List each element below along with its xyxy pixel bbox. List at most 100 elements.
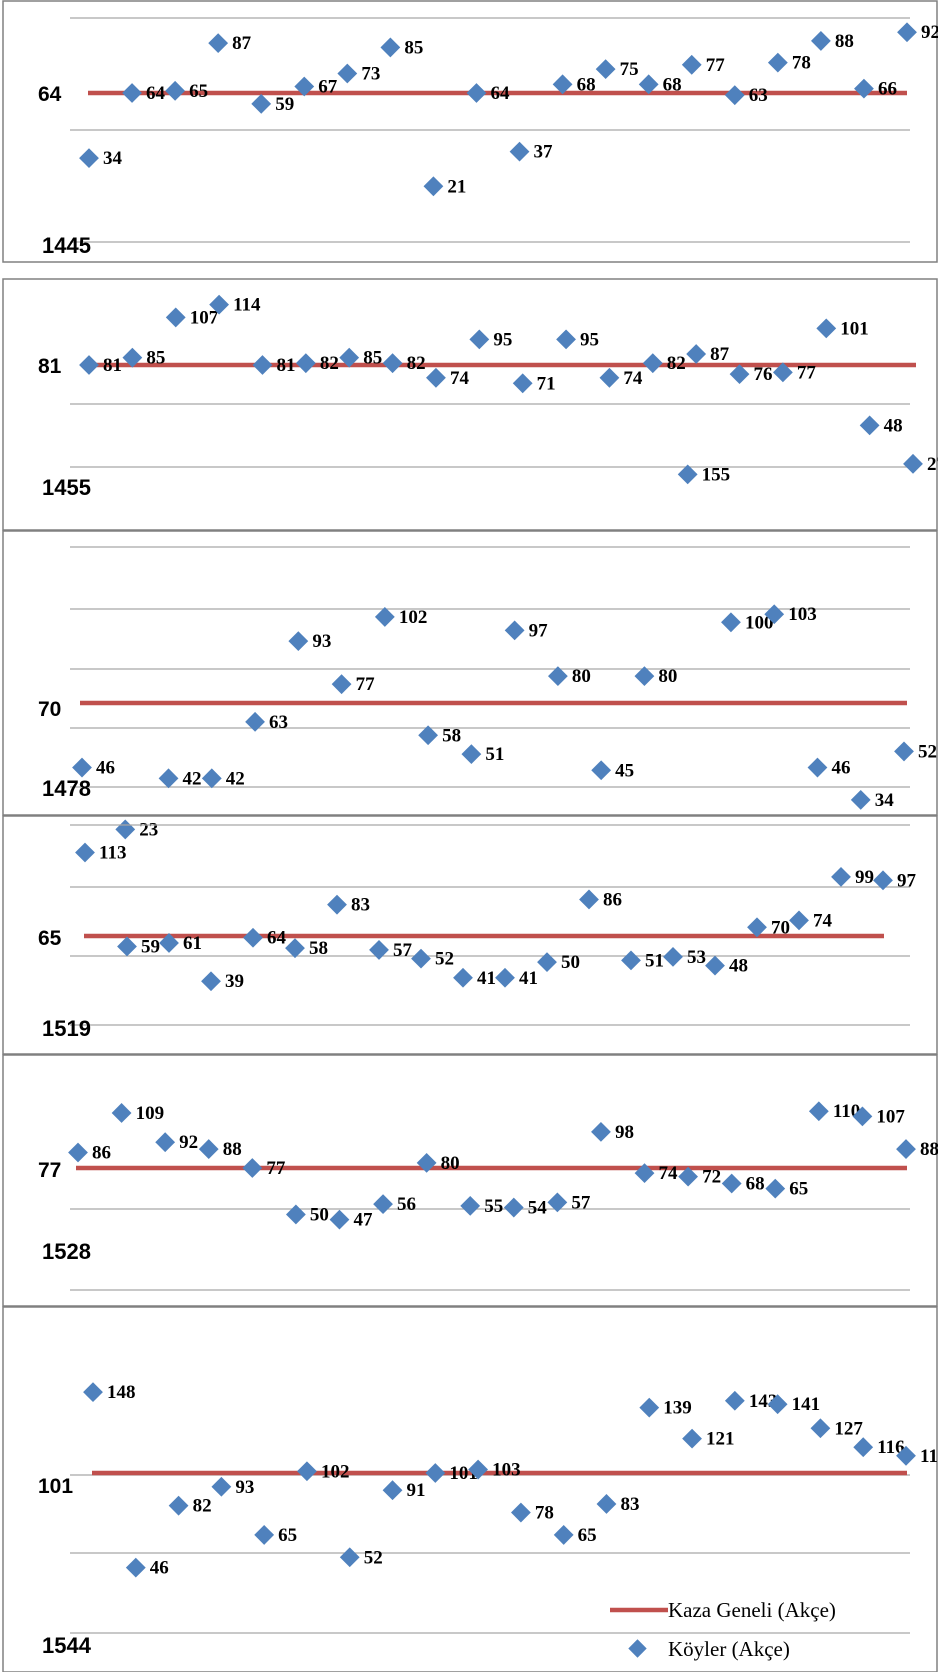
panel-frame — [2, 815, 938, 1055]
data-label: 46 — [96, 758, 115, 779]
village-point — [591, 760, 612, 781]
year-label: 1478 — [42, 776, 91, 801]
data-label: 52 — [364, 1547, 383, 1568]
data-label: 92 — [921, 22, 938, 43]
village-point — [211, 1476, 232, 1497]
kaza-average-label: 64 — [38, 83, 62, 106]
village-point — [288, 631, 309, 652]
data-label: 41 — [477, 968, 496, 989]
village-point — [663, 946, 683, 967]
data-label: 63 — [269, 712, 288, 733]
data-label: 27 — [927, 454, 938, 475]
data-label: 54 — [528, 1198, 548, 1219]
data-label: 93 — [312, 631, 331, 652]
village-point — [339, 1547, 360, 1568]
data-label: 50 — [310, 1204, 329, 1225]
village-point — [850, 789, 871, 810]
data-label: 34 — [103, 148, 123, 169]
data-label: 64 — [490, 83, 510, 104]
data-label: 103 — [788, 604, 817, 625]
village-point — [369, 940, 389, 960]
data-label: 48 — [729, 956, 748, 977]
village-point — [639, 1397, 660, 1418]
data-label: 47 — [353, 1210, 373, 1231]
data-label: 139 — [663, 1398, 692, 1419]
village-point — [729, 364, 750, 385]
data-label: 64 — [146, 83, 166, 104]
data-label: 68 — [663, 74, 682, 95]
village-point — [295, 353, 316, 374]
village-point — [380, 37, 401, 58]
kaza-average-label: 81 — [38, 355, 62, 378]
kaza-average-label: 77 — [38, 1159, 61, 1182]
village-point — [816, 318, 837, 339]
village-point — [621, 950, 641, 971]
data-label: 63 — [749, 85, 768, 106]
data-label: 72 — [702, 1167, 721, 1188]
data-label: 83 — [620, 1494, 639, 1515]
data-label: 50 — [561, 952, 580, 973]
village-point — [591, 1121, 611, 1142]
village-point — [634, 1163, 655, 1184]
data-label: 55 — [484, 1196, 503, 1217]
panel-frame — [2, 0, 938, 263]
data-label: 71 — [537, 373, 556, 394]
village-point — [547, 666, 568, 686]
data-label: 88 — [223, 1139, 242, 1160]
data-label: 91 — [407, 1480, 426, 1501]
village-point — [285, 1204, 306, 1225]
village-point — [242, 1158, 263, 1178]
village-point — [122, 83, 142, 103]
village-point — [416, 1152, 437, 1173]
village-point — [772, 362, 793, 383]
panel-frame — [2, 1054, 938, 1307]
village-point — [509, 141, 530, 162]
data-label: 121 — [706, 1429, 735, 1450]
village-point — [599, 367, 620, 388]
data-label: 67 — [318, 76, 338, 97]
village-point — [579, 889, 599, 910]
data-label: 68 — [577, 74, 596, 95]
kaza-average-label: 70 — [38, 698, 61, 721]
village-point — [425, 1463, 446, 1483]
village-point — [155, 1132, 176, 1153]
village-point — [854, 78, 874, 99]
data-label: 23 — [139, 819, 158, 840]
data-label: 58 — [309, 938, 328, 959]
data-label: 85 — [404, 37, 423, 58]
village-point — [894, 741, 914, 762]
village-point — [556, 329, 576, 350]
village-point — [117, 936, 137, 957]
village-point — [373, 1194, 393, 1215]
village-point — [681, 54, 702, 75]
data-label: 87 — [232, 33, 252, 54]
legend-marker-label: Köyler (Akçe) — [668, 1637, 790, 1661]
data-label: 97 — [897, 870, 917, 891]
data-label: 65 — [189, 81, 208, 102]
village-point — [423, 176, 444, 197]
data-label: 77 — [356, 674, 376, 695]
data-label: 107 — [190, 307, 219, 328]
village-point — [251, 93, 272, 114]
village-point — [903, 453, 923, 474]
data-label: 116 — [877, 1437, 904, 1458]
village-point — [503, 1197, 524, 1218]
data-label: 74 — [623, 368, 643, 389]
data-label: 77 — [706, 55, 726, 76]
data-label: 88 — [920, 1139, 938, 1160]
village-point — [510, 1502, 531, 1523]
data-label: 95 — [493, 329, 512, 350]
data-label: 42 — [183, 768, 202, 789]
village-point — [115, 819, 136, 840]
data-label: 80 — [658, 666, 677, 687]
village-point — [165, 80, 186, 101]
village-point — [426, 367, 446, 388]
data-label: 59 — [141, 936, 160, 957]
village-point — [859, 415, 880, 436]
village-point — [208, 33, 229, 53]
data-label: 56 — [397, 1194, 416, 1215]
data-label: 103 — [492, 1460, 520, 1481]
data-label: 111 — [920, 1446, 938, 1467]
